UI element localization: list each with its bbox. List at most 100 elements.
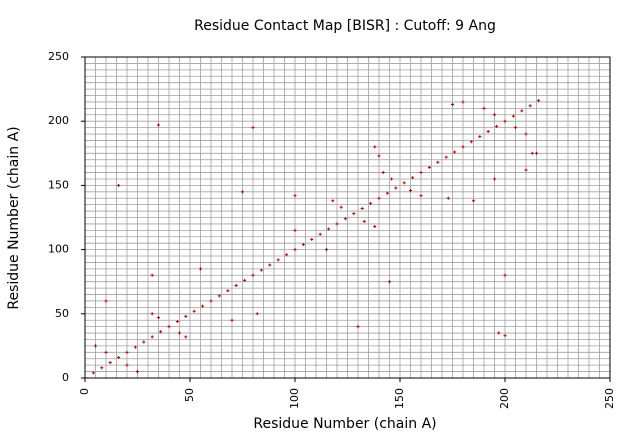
contact-point bbox=[293, 194, 297, 198]
contact-point bbox=[486, 129, 490, 133]
contact-point bbox=[451, 103, 454, 107]
y-tick-label: 50 bbox=[55, 307, 69, 320]
contact-point bbox=[217, 294, 221, 298]
contact-point bbox=[255, 312, 259, 316]
contact-point bbox=[453, 150, 457, 154]
y-tick-label: 200 bbox=[48, 114, 69, 127]
contact-point bbox=[388, 280, 391, 284]
contact-point bbox=[199, 267, 202, 271]
contact-point bbox=[318, 232, 322, 236]
contact-point bbox=[150, 335, 154, 339]
contact-point bbox=[446, 196, 450, 200]
contact-point bbox=[503, 334, 507, 338]
contact-point bbox=[159, 330, 163, 334]
contact-point bbox=[362, 219, 366, 223]
contact-point bbox=[167, 325, 171, 329]
x-tick-label: 250 bbox=[603, 388, 616, 409]
contact-point bbox=[524, 132, 528, 136]
contact-point bbox=[91, 371, 95, 375]
contact-point bbox=[514, 126, 517, 130]
contact-point bbox=[125, 363, 129, 367]
contact-point bbox=[201, 304, 205, 308]
contact-point bbox=[472, 199, 475, 203]
y-tick-label: 250 bbox=[48, 50, 69, 63]
contact-point bbox=[339, 205, 343, 209]
x-tick-label: 100 bbox=[288, 388, 301, 409]
contact-point bbox=[157, 316, 160, 320]
contact-point bbox=[503, 273, 507, 277]
contact-point bbox=[104, 350, 108, 354]
contact-point bbox=[436, 160, 440, 164]
contact-point bbox=[104, 299, 108, 303]
contact-point bbox=[94, 344, 97, 348]
contact-point bbox=[259, 268, 263, 272]
y-tick-label: 0 bbox=[62, 371, 69, 384]
contact-point bbox=[175, 320, 179, 324]
contact-point bbox=[331, 199, 335, 203]
contact-point bbox=[493, 113, 496, 117]
contact-point bbox=[394, 186, 398, 190]
contact-point bbox=[528, 104, 532, 108]
contact-point bbox=[310, 237, 314, 241]
contact-point bbox=[293, 248, 297, 252]
contact-point bbox=[520, 109, 524, 113]
contact-point bbox=[301, 242, 305, 246]
contact-point bbox=[150, 312, 154, 316]
x-axis-label: Residue Number (chain A) bbox=[253, 416, 436, 432]
contact-point bbox=[461, 100, 465, 104]
chart-title: Residue Contact Map [BISR] : Cutoff: 9 A… bbox=[194, 18, 496, 34]
contact-point bbox=[184, 314, 188, 318]
contact-point bbox=[117, 355, 121, 359]
x-tick-label: 150 bbox=[393, 388, 406, 409]
contact-point bbox=[419, 194, 423, 198]
contact-point bbox=[503, 119, 507, 123]
contact-point bbox=[535, 151, 538, 155]
contact-point bbox=[157, 123, 160, 127]
y-tick-label: 150 bbox=[48, 178, 69, 191]
contact-point bbox=[402, 181, 406, 185]
contact-point bbox=[285, 253, 289, 257]
contact-point bbox=[251, 126, 255, 130]
contact-point bbox=[184, 335, 188, 339]
contact-point bbox=[377, 196, 381, 200]
contact-point bbox=[411, 176, 415, 180]
contact-point bbox=[276, 258, 280, 262]
contact-point bbox=[530, 151, 534, 155]
contact-point bbox=[335, 222, 339, 226]
contact-point bbox=[117, 183, 121, 187]
contact-point bbox=[108, 361, 112, 365]
contact-point bbox=[497, 331, 501, 335]
x-tick-label: 50 bbox=[183, 388, 196, 402]
contact-point bbox=[136, 370, 139, 374]
contact-point bbox=[268, 263, 272, 267]
contact-point bbox=[325, 248, 328, 252]
contact-point bbox=[356, 325, 360, 329]
contact-point bbox=[495, 124, 499, 128]
contact-point bbox=[293, 228, 297, 232]
contact-point bbox=[226, 289, 230, 293]
contact-point bbox=[251, 273, 255, 277]
contact-point bbox=[373, 145, 377, 149]
y-tick-label: 100 bbox=[48, 243, 69, 256]
contact-point bbox=[427, 165, 431, 169]
contact-point bbox=[469, 140, 473, 144]
contact-point bbox=[381, 171, 385, 175]
contact-point bbox=[373, 224, 377, 228]
contact-point bbox=[100, 366, 104, 370]
contact-point bbox=[133, 345, 137, 349]
contact-point bbox=[369, 201, 373, 205]
contact-point bbox=[209, 299, 213, 303]
contact-point bbox=[234, 284, 238, 288]
x-tick-label: 0 bbox=[78, 388, 91, 395]
contact-point bbox=[150, 273, 154, 277]
contact-point bbox=[241, 190, 244, 194]
contact-point bbox=[511, 114, 515, 118]
contact-point bbox=[390, 177, 394, 181]
contact-point bbox=[343, 217, 347, 221]
contact-point bbox=[478, 135, 482, 139]
contact-point bbox=[230, 318, 234, 322]
y-axis-label: Residue Number (chain A) bbox=[6, 126, 22, 309]
contact-point bbox=[243, 278, 247, 282]
contact-point bbox=[385, 191, 389, 195]
